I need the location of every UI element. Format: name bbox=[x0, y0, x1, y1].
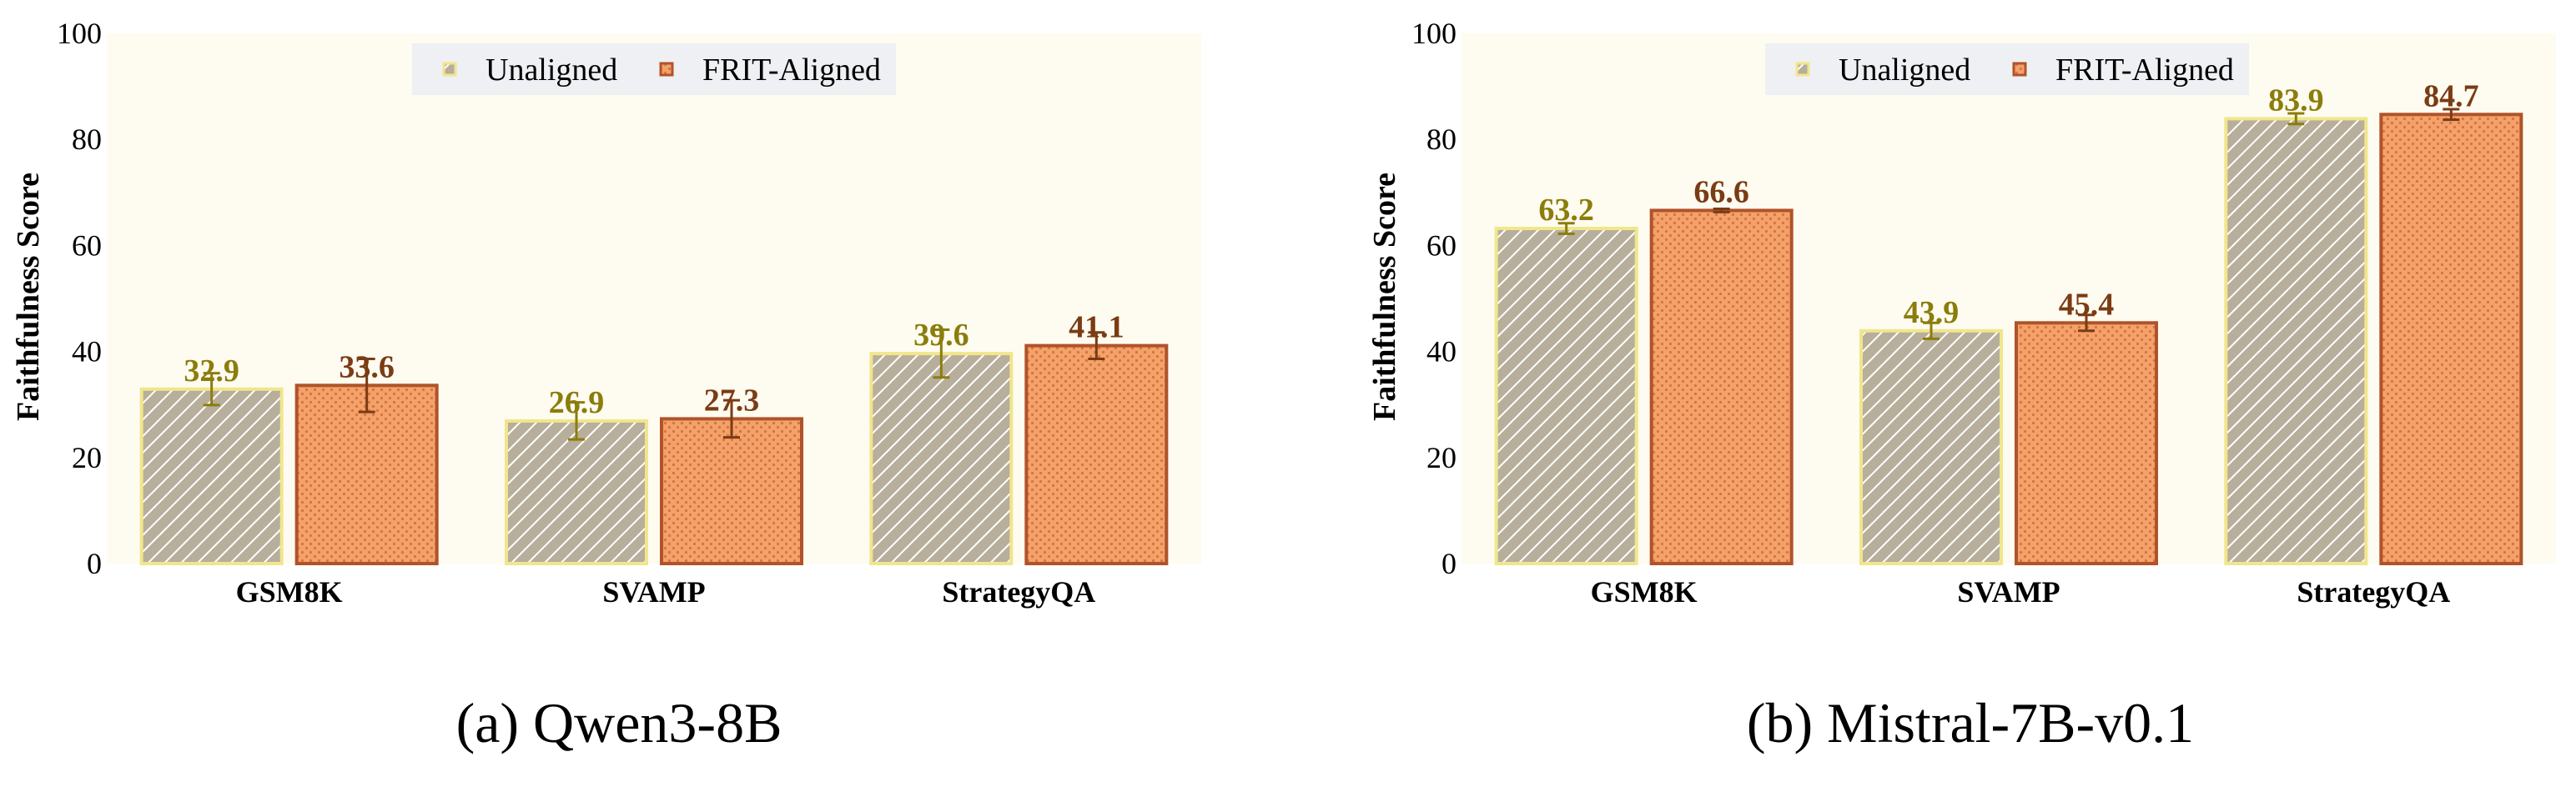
data-label: 66.6 bbox=[1693, 174, 1749, 209]
error-bar bbox=[2078, 313, 2095, 333]
plot-area bbox=[107, 33, 1201, 564]
data-label: 43.9 bbox=[1904, 295, 1960, 330]
y-tick-label: 80 bbox=[72, 123, 102, 156]
data-label: 63.2 bbox=[1538, 193, 1594, 228]
bar bbox=[2015, 321, 2158, 565]
bar bbox=[139, 387, 284, 566]
bar bbox=[294, 383, 439, 565]
x-tick-label: StrategyQA bbox=[2297, 575, 2450, 609]
y-tick-label: 0 bbox=[1441, 547, 1457, 580]
legend-entry: FRIT-Aligned bbox=[2055, 53, 2234, 88]
chart-caption: (a) Qwen3-8B bbox=[456, 691, 782, 754]
bar bbox=[505, 419, 648, 565]
x-tick-label: StrategyQA bbox=[942, 575, 1095, 609]
chart-panel-qwen: Faithfulness Score (a) Qwen3-8B 0 20 40 60 8… bbox=[11, 17, 1201, 754]
error-bar bbox=[568, 401, 585, 441]
x-tick-label: GSM8K bbox=[1591, 575, 1698, 609]
error-bar bbox=[2287, 112, 2305, 126]
error-bar bbox=[1557, 222, 1575, 235]
bar bbox=[1494, 227, 1638, 565]
data-label: 32.9 bbox=[184, 353, 239, 388]
legend-swatch bbox=[2012, 62, 2027, 77]
data-label: 26.9 bbox=[549, 385, 605, 420]
data-label: 84.7 bbox=[2423, 78, 2479, 113]
data-label: 41.1 bbox=[1069, 310, 1124, 345]
y-tick-label: 60 bbox=[1426, 228, 1457, 262]
legend: Unaligned FRIT-Aligned bbox=[1765, 43, 2249, 95]
data-label: 83.9 bbox=[2268, 83, 2324, 118]
error-bar bbox=[1088, 331, 1105, 361]
error-bar bbox=[2443, 108, 2460, 122]
chart-caption: (b) Mistral-7B-v0.1 bbox=[1747, 691, 2194, 754]
legend-swatch bbox=[1795, 62, 1810, 77]
x-tick-label: GSM8K bbox=[236, 575, 343, 609]
bar bbox=[869, 352, 1014, 566]
legend-entry: Unaligned bbox=[1839, 53, 1970, 88]
error-bar bbox=[723, 398, 740, 439]
y-tick-label: 0 bbox=[87, 547, 102, 580]
data-label: 45.4 bbox=[2059, 287, 2115, 322]
legend-swatch bbox=[659, 62, 674, 77]
bar bbox=[660, 417, 803, 566]
y-tick-label: 40 bbox=[1426, 335, 1457, 368]
bar bbox=[2224, 117, 2368, 565]
error-bar bbox=[1923, 321, 1940, 340]
y-tick-label: 80 bbox=[1426, 123, 1457, 156]
chart-panel-mistral: Faithfulness Score (b) Mistral-7B-v0.1 0… bbox=[1367, 17, 2556, 754]
error-bar bbox=[1713, 208, 1730, 213]
plot-area bbox=[1462, 33, 2556, 564]
error-bar bbox=[933, 328, 950, 379]
legend-swatch bbox=[442, 62, 457, 77]
y-tick-label: 100 bbox=[1411, 17, 1457, 50]
error-bar bbox=[358, 358, 375, 414]
error-bar bbox=[203, 372, 220, 407]
bar bbox=[1649, 208, 1794, 565]
y-tick-label: 20 bbox=[72, 441, 102, 474]
data-label: 27.3 bbox=[704, 383, 760, 418]
y-tick-label: 40 bbox=[72, 335, 102, 368]
data-label: 39.6 bbox=[913, 318, 969, 353]
bar bbox=[1024, 343, 1169, 565]
legend-entry: Unaligned bbox=[486, 53, 617, 88]
data-label: 33.6 bbox=[339, 349, 395, 384]
x-tick-label: SVAMP bbox=[1957, 575, 2060, 609]
legend: Unaligned FRIT-Aligned bbox=[412, 43, 896, 95]
y-tick-label: 20 bbox=[1426, 441, 1457, 474]
bar bbox=[2379, 113, 2523, 566]
y-tick-label: 100 bbox=[57, 17, 102, 50]
x-tick-label: SVAMP bbox=[602, 575, 705, 609]
y-axis-label: Faithfulness Score bbox=[11, 173, 46, 421]
bar bbox=[1859, 328, 2003, 565]
legend-entry: FRIT-Aligned bbox=[702, 53, 881, 88]
y-axis-label: Faithfulness Score bbox=[1367, 173, 1402, 421]
y-tick-label: 60 bbox=[72, 228, 102, 262]
